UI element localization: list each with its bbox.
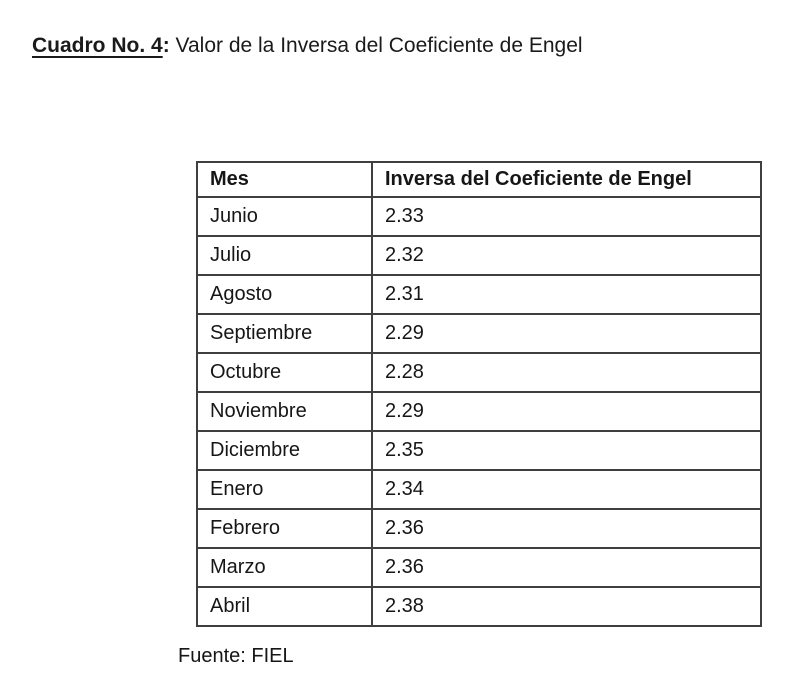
table-row: Enero 2.34 [196, 469, 762, 510]
cell-mes: Agosto [196, 274, 373, 315]
cell-mes: Febrero [196, 508, 373, 549]
table-row: Noviembre 2.29 [196, 391, 762, 432]
table-row: Diciembre 2.35 [196, 430, 762, 471]
table-row: Febrero 2.36 [196, 508, 762, 549]
cell-valor: 2.34 [371, 469, 762, 510]
cell-mes: Noviembre [196, 391, 373, 432]
table-row: Agosto 2.31 [196, 274, 762, 315]
table-row: Julio 2.32 [196, 235, 762, 276]
cell-valor: 2.32 [371, 235, 762, 276]
table-row: Septiembre 2.29 [196, 313, 762, 354]
cell-valor: 2.33 [371, 196, 762, 237]
cell-valor: 2.29 [371, 391, 762, 432]
column-header-mes: Mes [196, 161, 373, 198]
cell-valor: 2.35 [371, 430, 762, 471]
table-row: Marzo 2.36 [196, 547, 762, 588]
cell-mes: Octubre [196, 352, 373, 393]
caption-colon: : [162, 34, 170, 57]
source-note: Fuente: FIEL [178, 645, 294, 667]
engel-coefficient-table: Mes Inversa del Coeficiente de Engel Jun… [196, 161, 762, 627]
table-header-row: Mes Inversa del Coeficiente de Engel [196, 161, 762, 198]
cell-valor: 2.28 [371, 352, 762, 393]
cell-valor: 2.29 [371, 313, 762, 354]
cell-valor: 2.36 [371, 508, 762, 549]
cell-mes: Septiembre [196, 313, 373, 354]
cell-valor: 2.31 [371, 274, 762, 315]
cell-mes: Julio [196, 235, 373, 276]
caption-text: Valor de la Inversa del Coeficiente de E… [169, 34, 583, 57]
table-row: Junio 2.33 [196, 196, 762, 237]
cell-mes: Marzo [196, 547, 373, 588]
table-caption: Cuadro No. 4: Valor de la Inversa del Co… [32, 33, 583, 59]
table-row: Abril 2.38 [196, 586, 762, 627]
cell-mes: Diciembre [196, 430, 373, 471]
cell-mes: Enero [196, 469, 373, 510]
caption-number: Cuadro No. 4 [32, 34, 163, 57]
cell-valor: 2.38 [371, 586, 762, 627]
cell-mes: Abril [196, 586, 373, 627]
column-header-inversa: Inversa del Coeficiente de Engel [371, 161, 762, 198]
cell-valor: 2.36 [371, 547, 762, 588]
table-row: Octubre 2.28 [196, 352, 762, 393]
cell-mes: Junio [196, 196, 373, 237]
